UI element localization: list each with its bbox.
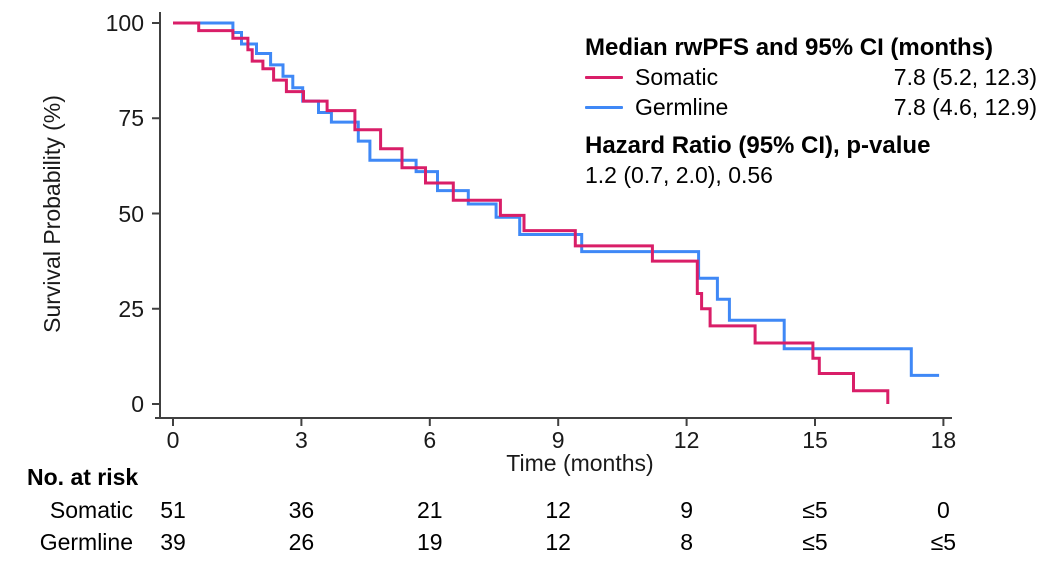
risk-row-label-germline: Germline — [39, 529, 133, 555]
x-tick-label: 18 — [930, 427, 957, 453]
risk-value-somatic: 21 — [417, 497, 443, 523]
x-axis-title: Time (months) — [506, 450, 654, 476]
legend-value-germline: 7.8 (4.6, 12.9) — [893, 93, 1037, 120]
legend-title: Median rwPFS and 95% CI (months) — [585, 34, 994, 61]
x-tick-label: 9 — [551, 427, 565, 453]
legend-row-somatic: Somatic 7.8 (5.2, 12.3) — [585, 62, 1037, 92]
x-tick-label: 12 — [673, 427, 700, 453]
legend: Median rwPFS and 95% CI (months) Somatic… — [585, 34, 1037, 122]
risk-table-header: No. at risk — [27, 464, 139, 490]
legend-value-somatic: 7.8 (5.2, 12.3) — [893, 63, 1037, 90]
risk-value-germline: 39 — [160, 529, 186, 555]
risk-value-somatic: 9 — [680, 497, 693, 523]
risk-value-somatic: 12 — [545, 497, 571, 523]
risk-value-somatic: 51 — [160, 497, 186, 523]
hazard-ratio-value: 1.2 (0.7, 2.0), 0.56 — [585, 162, 773, 188]
risk-value-somatic: 0 — [936, 497, 950, 523]
risk-value-somatic: ≤5 — [802, 497, 828, 523]
risk-value-germline: 19 — [417, 529, 443, 555]
x-tick-label: 6 — [423, 427, 437, 453]
legend-row-germline: Germline 7.8 (4.6, 12.9) — [585, 92, 1037, 122]
legend-label-germline: Germline — [635, 93, 729, 120]
hazard-ratio-title: Hazard Ratio (95% CI), p-value — [585, 132, 931, 159]
y-tick-label: 100 — [105, 10, 144, 36]
risk-row-label-somatic: Somatic — [49, 497, 133, 523]
legend-label-somatic: Somatic — [635, 63, 719, 90]
risk-value-germline: 8 — [680, 529, 693, 555]
somatic-line-swatch-icon — [585, 75, 623, 79]
risk-value-germline: ≤5 — [930, 529, 957, 555]
risk-value-somatic: 36 — [288, 497, 315, 523]
germline-survival-curve — [173, 21, 940, 377]
risk-value-germline: ≤5 — [802, 529, 828, 555]
risk-value-germline: 26 — [288, 529, 315, 555]
risk-value-germline: 12 — [545, 529, 571, 555]
y-tick-label: 50 — [118, 200, 144, 227]
x-tick-label: 0 — [166, 427, 180, 453]
y-tick-label: 0 — [131, 391, 144, 417]
y-tick-label: 25 — [118, 295, 144, 322]
x-tick-label: 3 — [294, 427, 308, 453]
germline-line-swatch-icon — [585, 105, 623, 109]
y-axis-title: Survival Probability (%) — [39, 95, 65, 333]
x-tick-label: 15 — [802, 427, 828, 453]
somatic-survival-curve — [173, 21, 890, 404]
y-tick-label: 75 — [118, 105, 144, 132]
